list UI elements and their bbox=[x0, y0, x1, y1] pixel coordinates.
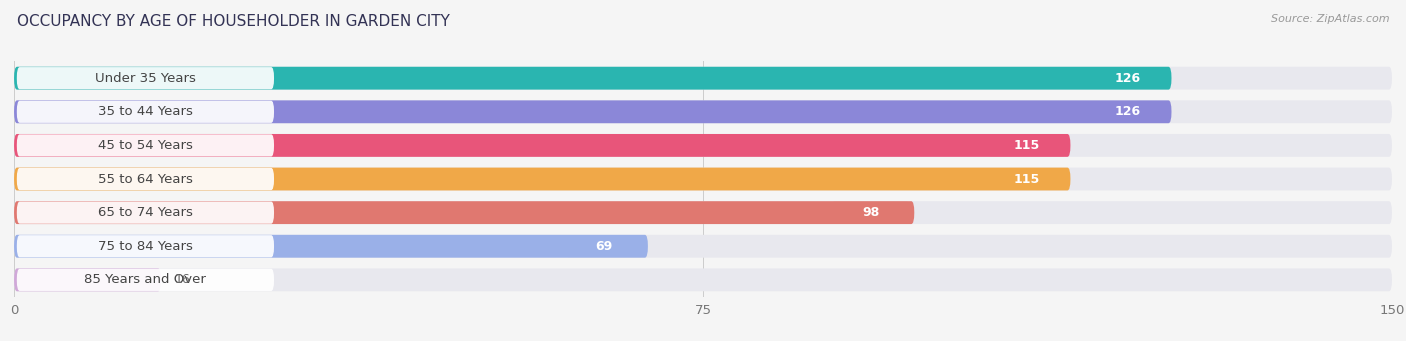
FancyBboxPatch shape bbox=[14, 134, 1070, 157]
Text: 35 to 44 Years: 35 to 44 Years bbox=[98, 105, 193, 118]
FancyBboxPatch shape bbox=[14, 167, 1392, 191]
Text: 115: 115 bbox=[1014, 139, 1040, 152]
Text: 65 to 74 Years: 65 to 74 Years bbox=[98, 206, 193, 219]
Text: OCCUPANCY BY AGE OF HOUSEHOLDER IN GARDEN CITY: OCCUPANCY BY AGE OF HOUSEHOLDER IN GARDE… bbox=[17, 14, 450, 29]
FancyBboxPatch shape bbox=[17, 202, 274, 224]
Text: 126: 126 bbox=[1115, 72, 1140, 85]
FancyBboxPatch shape bbox=[14, 100, 1392, 123]
FancyBboxPatch shape bbox=[988, 135, 1066, 156]
FancyBboxPatch shape bbox=[14, 167, 1070, 191]
FancyBboxPatch shape bbox=[1088, 68, 1167, 89]
FancyBboxPatch shape bbox=[17, 67, 274, 89]
Text: 75 to 84 Years: 75 to 84 Years bbox=[98, 240, 193, 253]
Text: 85 Years and Over: 85 Years and Over bbox=[84, 273, 207, 286]
FancyBboxPatch shape bbox=[14, 268, 162, 291]
FancyBboxPatch shape bbox=[14, 235, 648, 258]
FancyBboxPatch shape bbox=[17, 168, 274, 190]
Text: Source: ZipAtlas.com: Source: ZipAtlas.com bbox=[1271, 14, 1389, 24]
Text: 98: 98 bbox=[862, 206, 879, 219]
Text: 69: 69 bbox=[596, 240, 613, 253]
Text: 126: 126 bbox=[1115, 105, 1140, 118]
FancyBboxPatch shape bbox=[1088, 101, 1167, 122]
FancyBboxPatch shape bbox=[14, 67, 1392, 90]
FancyBboxPatch shape bbox=[988, 168, 1066, 190]
FancyBboxPatch shape bbox=[17, 269, 274, 291]
FancyBboxPatch shape bbox=[17, 235, 274, 257]
FancyBboxPatch shape bbox=[14, 134, 1392, 157]
Text: Under 35 Years: Under 35 Years bbox=[96, 72, 195, 85]
FancyBboxPatch shape bbox=[14, 268, 1392, 291]
FancyBboxPatch shape bbox=[14, 235, 1392, 258]
FancyBboxPatch shape bbox=[831, 202, 910, 223]
Text: 45 to 54 Years: 45 to 54 Years bbox=[98, 139, 193, 152]
FancyBboxPatch shape bbox=[17, 134, 274, 157]
FancyBboxPatch shape bbox=[565, 236, 644, 257]
Text: 16: 16 bbox=[174, 273, 191, 286]
FancyBboxPatch shape bbox=[14, 67, 1171, 90]
FancyBboxPatch shape bbox=[17, 101, 274, 123]
FancyBboxPatch shape bbox=[14, 201, 914, 224]
FancyBboxPatch shape bbox=[14, 100, 1171, 123]
Text: 55 to 64 Years: 55 to 64 Years bbox=[98, 173, 193, 186]
FancyBboxPatch shape bbox=[14, 201, 1392, 224]
Text: 115: 115 bbox=[1014, 173, 1040, 186]
